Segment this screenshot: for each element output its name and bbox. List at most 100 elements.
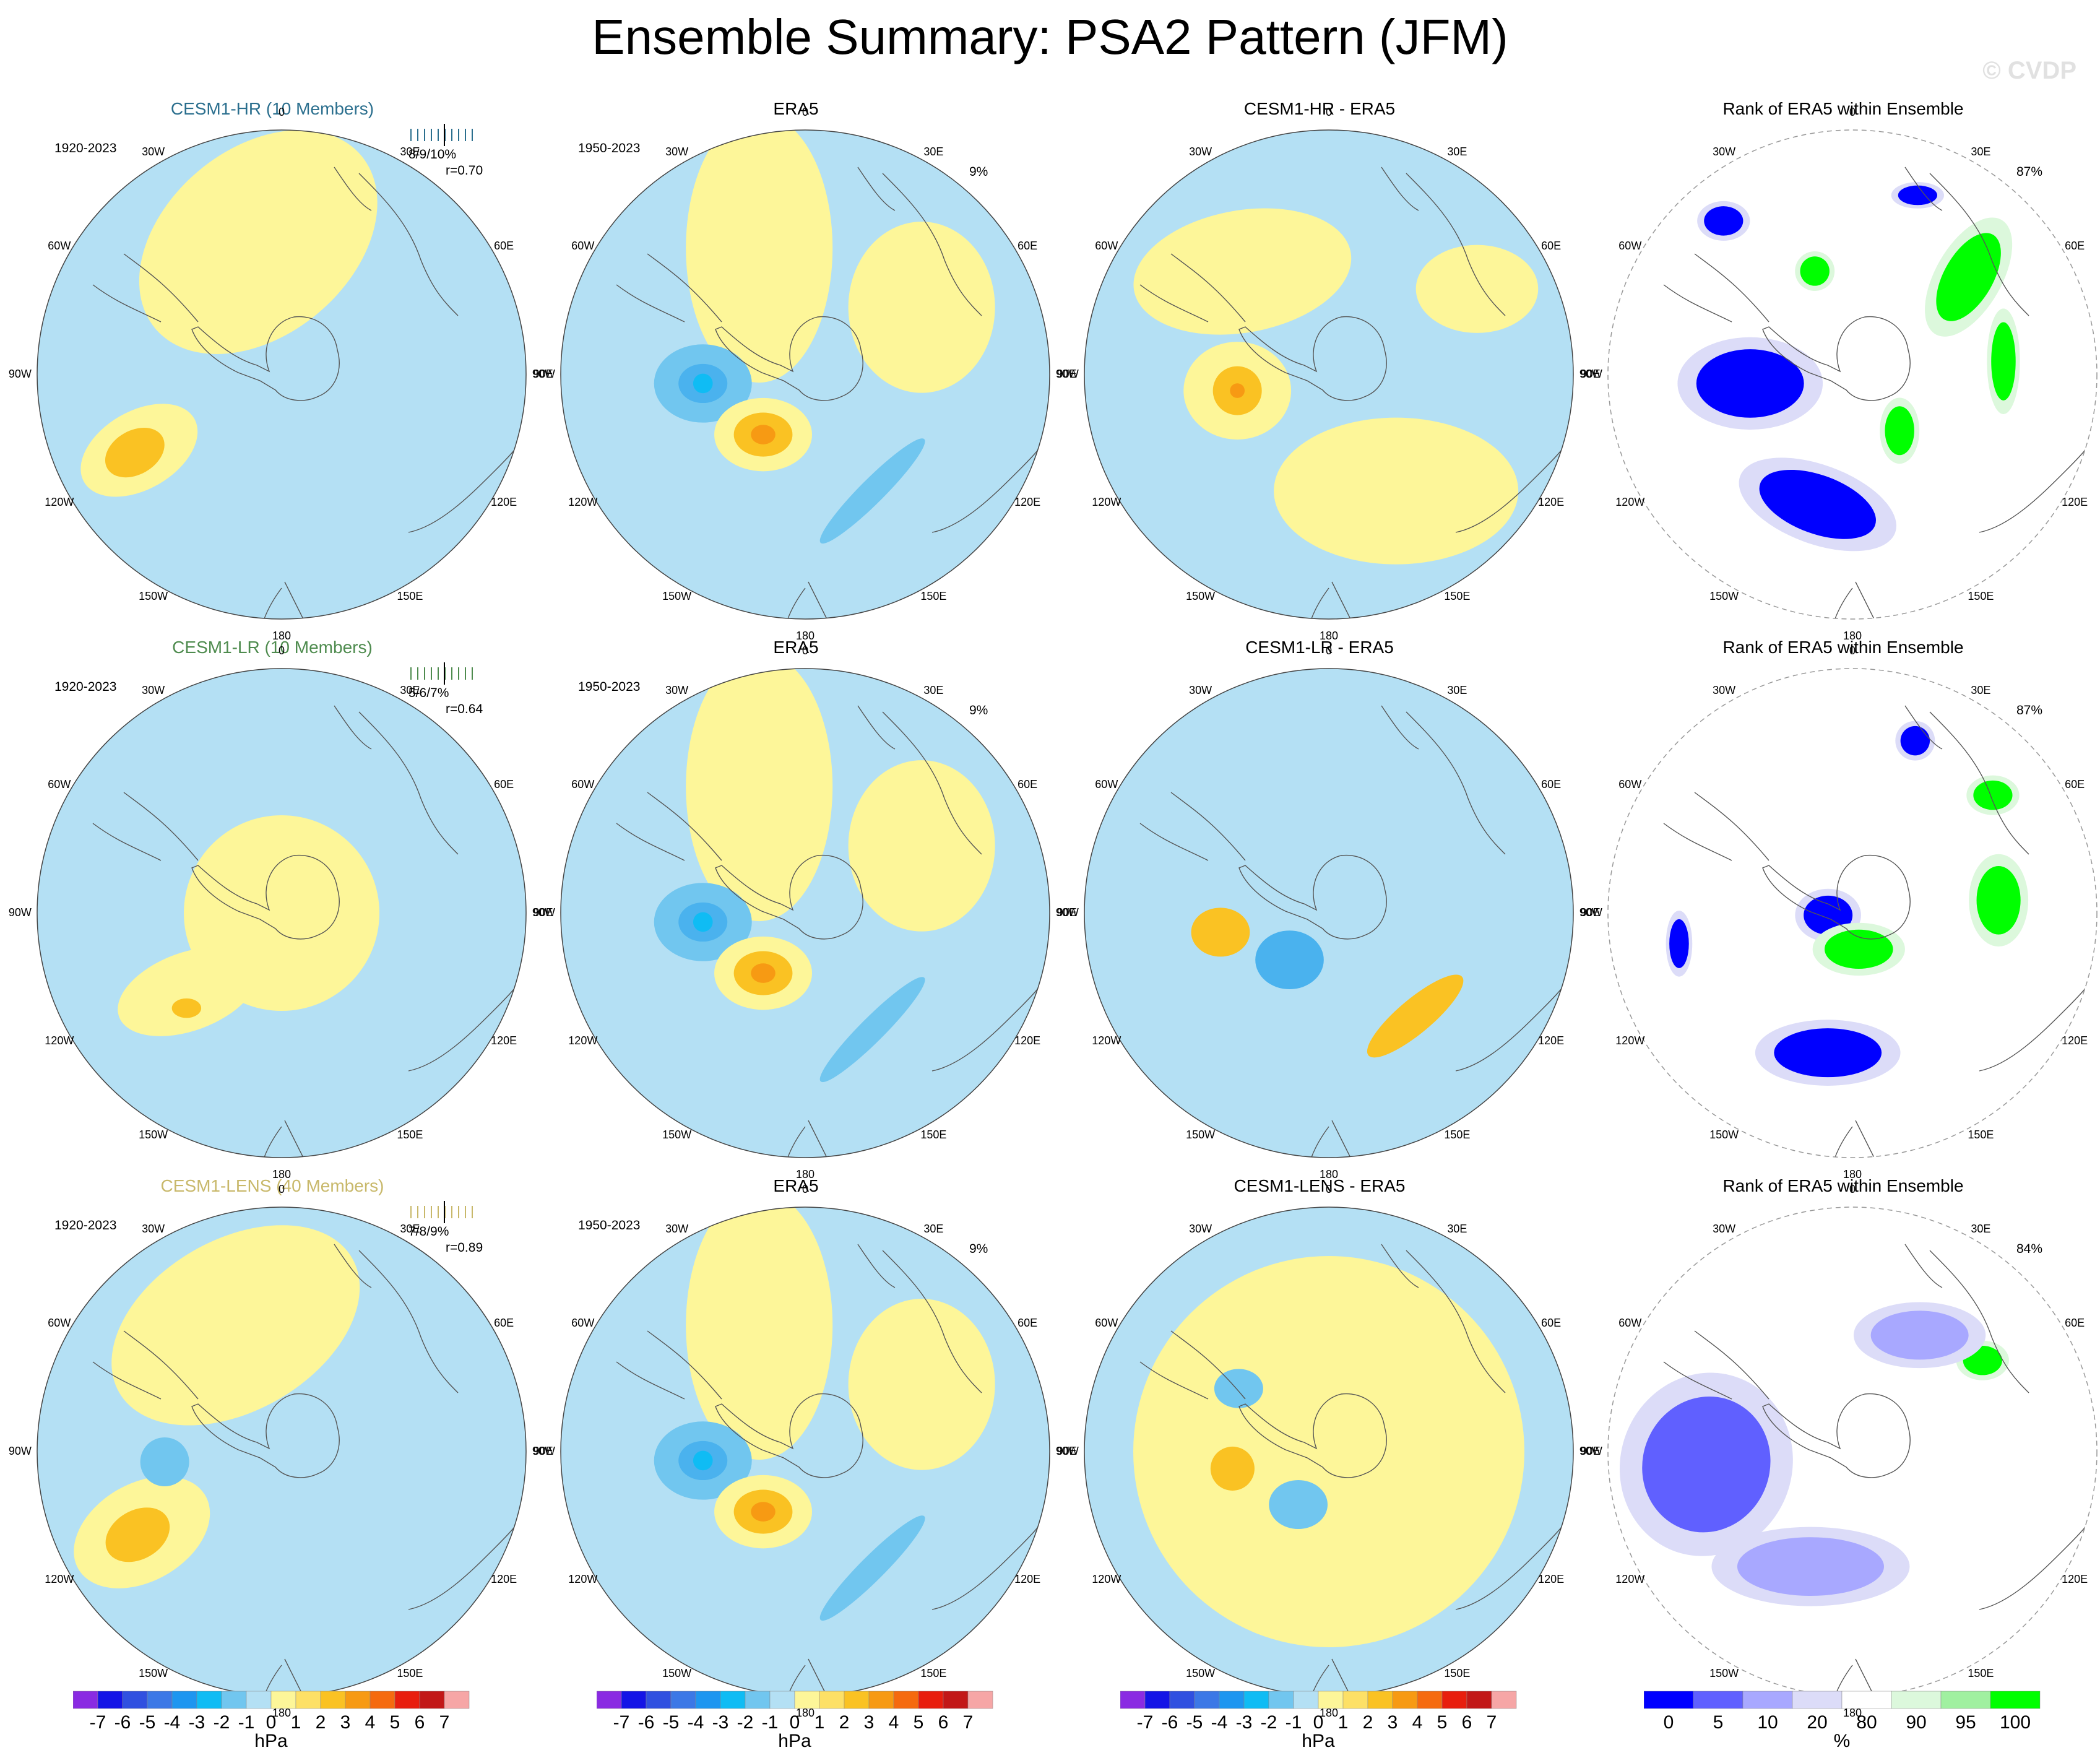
- rank-region-6: [1800, 256, 1830, 286]
- longitude-label-120W: 120W: [568, 496, 598, 509]
- panel-r2-c1: CESM1-LR (10 Members) 1920-2023 5/6/7% r=0.…: [9, 638, 553, 1182]
- longitude-label-90E: 90E: [1056, 1445, 1077, 1457]
- colorbar-unit: hPa: [778, 1731, 811, 1751]
- colorbar-tick--7: -7: [89, 1712, 106, 1733]
- colorbar-swatch-3: [670, 1691, 696, 1709]
- longitude-label-150W: 150W: [1186, 1128, 1216, 1141]
- colorbar-swatch-4: [695, 1691, 721, 1709]
- longitude-label-90E: 90E: [1056, 906, 1077, 919]
- africa-coastline: [857, 167, 982, 316]
- colorbar-swatch-1: [621, 1691, 647, 1709]
- south-america-coastline: [1139, 1330, 1246, 1400]
- longitude-label-30W: 30W: [665, 145, 689, 158]
- longitude-label-150E: 150E: [397, 1128, 423, 1141]
- longitude-label-150W: 150W: [139, 1667, 168, 1680]
- map-boundary: [560, 129, 1050, 620]
- colorbar-swatch-12: [893, 1691, 919, 1709]
- anomaly-contour-1: [1255, 930, 1324, 990]
- south-america-coastline: [1139, 253, 1246, 323]
- colorbar-swatch-10: [1367, 1691, 1393, 1709]
- anomaly-contour-0: [1191, 907, 1250, 957]
- colorbar-tick-4: 4: [1412, 1712, 1423, 1733]
- colorbar-swatch-0: [1120, 1691, 1146, 1709]
- anomaly-contour-4: [693, 1450, 713, 1471]
- anomaly-contour-8: [819, 1515, 925, 1621]
- panel-title: CESM1-LR - ERA5: [1245, 638, 1394, 657]
- panel-r2-c2: ERA5 1950-2023 9% 0 30E 60E 90E 120E 150E 180 150W…: [532, 638, 1077, 1182]
- colorbar-tick--7: -7: [613, 1712, 630, 1733]
- rank-region-1: [1759, 469, 1876, 539]
- longitude-label-180: 180: [795, 629, 815, 642]
- longitude-label-90W: 90W: [1579, 1445, 1602, 1457]
- africa-coastline: [1904, 705, 2029, 855]
- panel-title: CESM1-LENS - ERA5: [1234, 1176, 1406, 1195]
- polar-map: [37, 129, 527, 620]
- antarctica-coastline: [1238, 1393, 1387, 1478]
- longitude-label-60W: 60W: [571, 239, 595, 252]
- south-america-coastline: [92, 253, 199, 323]
- colorbar-swatch-13: [918, 1691, 944, 1709]
- anomaly-contour-2: [1367, 974, 1464, 1058]
- longitude-label-60E: 60E: [2065, 778, 2085, 791]
- longitude-label-120E: 120E: [2062, 1034, 2088, 1047]
- longitude-label-150W: 150W: [662, 1667, 692, 1680]
- rank-region-3: [1976, 866, 2021, 935]
- longitude-label-30E: 30E: [400, 145, 420, 158]
- colorbar-tick--1: -1: [1285, 1712, 1302, 1733]
- colorbar-swatch-12: [369, 1691, 395, 1709]
- antarctica-coastline: [715, 854, 863, 940]
- longitude-label-150W: 150W: [1709, 1128, 1739, 1141]
- colorbar-swatch-2: [1742, 1691, 1793, 1709]
- colorbar-tick-100: 100: [1999, 1712, 2031, 1733]
- africa-coastline: [1904, 167, 2029, 316]
- panel-title: ERA5: [773, 1176, 819, 1195]
- south-america-coastline: [92, 792, 199, 861]
- anomaly-contour-0: [1133, 1256, 1524, 1647]
- longitude-label-60E: 60E: [1541, 1316, 1562, 1329]
- anomaly-contour-3: [140, 1437, 189, 1487]
- panel-r1-c3: CESM1-HR - ERA5 0 30E 60E 90E 120E 150E 180 150W…: [1056, 99, 1601, 644]
- longitude-label-120W: 120W: [1615, 1573, 1645, 1586]
- longitude-label-30E: 30E: [1971, 1222, 1991, 1235]
- percent-label: 9%: [969, 1242, 988, 1256]
- rank-polar-map: [1607, 668, 2098, 1158]
- longitude-label-30E: 30E: [400, 1222, 420, 1235]
- new-zealand-coastline: [1310, 1120, 1351, 1158]
- longitude-label-90W: 90W: [1055, 1445, 1079, 1457]
- longitude-label-180: 180: [795, 1706, 815, 1719]
- colorbar-swatch-7: [1990, 1691, 2041, 1709]
- new-zealand-coastline: [1833, 1120, 1875, 1158]
- longitude-label-60W: 60W: [1618, 778, 1642, 791]
- percent-variance-label: 7/8/9%: [408, 1224, 449, 1239]
- cvdp-watermark: © CVDP: [1982, 57, 2076, 84]
- colorbar-tick-3: 3: [1387, 1712, 1398, 1733]
- longitude-label-0: 0: [278, 106, 285, 119]
- colorbar-tick-0: 0: [789, 1712, 800, 1733]
- colorbar-tick-5: 5: [1713, 1712, 1724, 1733]
- period-label: 1920-2023: [54, 141, 117, 155]
- colorbar-swatch-14: [419, 1691, 445, 1709]
- panel-title: CESM1-LR (10 Members): [172, 638, 373, 657]
- colorbar-swatch-2: [122, 1691, 148, 1709]
- africa-coastline: [857, 705, 982, 855]
- rank-region-4: [1936, 233, 2001, 321]
- colorbar-tick-1: 1: [814, 1712, 825, 1733]
- longitude-label-150E: 150E: [1968, 1128, 1994, 1141]
- longitude-label-150W: 150W: [1709, 590, 1739, 603]
- longitude-label-90E: 90E: [1580, 906, 1601, 919]
- colorbar-tick-2: 2: [1362, 1712, 1373, 1733]
- longitude-label-60W: 60W: [571, 778, 595, 791]
- colorbar-tick--5: -5: [662, 1712, 680, 1733]
- longitude-label-120E: 120E: [2062, 496, 2088, 509]
- colorbar-swatch-5: [196, 1691, 222, 1709]
- colorbar-swatch-14: [1466, 1691, 1492, 1709]
- new-zealand-coastline: [786, 581, 827, 619]
- rank-region-5: [1824, 929, 1893, 969]
- longitude-label-150E: 150E: [1444, 1667, 1471, 1680]
- panel-title: Rank of ERA5 within Ensemble: [1722, 1176, 1964, 1195]
- longitude-label-60W: 60W: [1095, 1316, 1118, 1329]
- colorbar-tick-6: 6: [414, 1712, 425, 1733]
- colorbar-tick-4: 4: [365, 1712, 376, 1733]
- percent-label: 9%: [969, 165, 988, 179]
- colorbar-swatch-0: [73, 1691, 98, 1709]
